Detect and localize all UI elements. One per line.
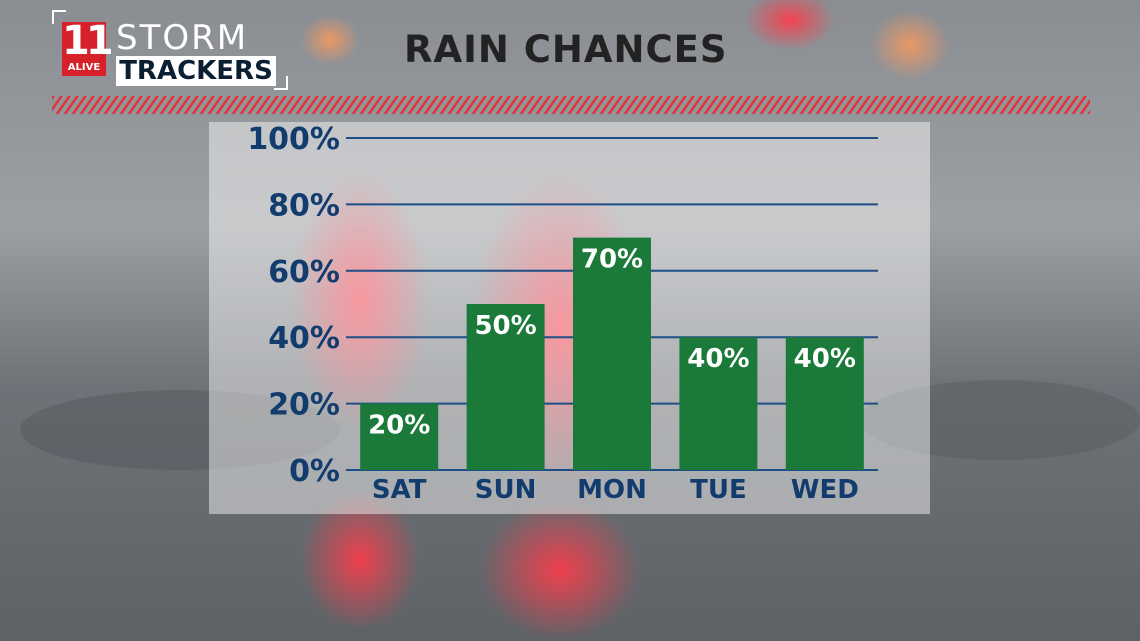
y-tick-label: 0%: [289, 454, 340, 489]
data-label: 40%: [794, 344, 856, 374]
data-label: 70%: [581, 245, 643, 275]
logo-corner-bottom-right: [274, 76, 288, 90]
bar-mon: [573, 237, 651, 470]
logo-station: ALIVE: [67, 62, 101, 73]
y-tick-label: 40%: [268, 321, 340, 356]
x-tick-label: SUN: [475, 475, 537, 505]
x-tick-label: TUE: [690, 475, 747, 505]
data-label: 50%: [474, 311, 536, 341]
bar-wed: [785, 337, 864, 470]
y-tick-label: 80%: [268, 188, 340, 223]
y-tick-label: 20%: [268, 388, 340, 423]
chart-title: RAIN CHANCES: [404, 28, 728, 71]
logo-red-box: [62, 22, 106, 76]
data-label: 20%: [368, 411, 430, 441]
logo-corner-top-left: [52, 10, 66, 24]
bar-sat: [360, 403, 439, 470]
logo-number: 11: [62, 18, 114, 64]
bar-tue: [679, 337, 758, 470]
x-tick-label: SAT: [372, 475, 427, 505]
x-tick-label: WED: [791, 475, 859, 505]
storm-trackers-logo: 11 ALIVE STORM TRACKERS: [52, 10, 288, 90]
x-tick-label: MON: [577, 475, 647, 505]
logo-line2: TRACKERS: [116, 56, 276, 86]
bar-sun: [466, 304, 545, 470]
red-hatch-divider: [52, 96, 1090, 114]
y-tick-label: 60%: [268, 255, 340, 290]
y-tick-label: 100%: [247, 122, 340, 157]
data-label: 40%: [687, 344, 749, 374]
logo-line1: STORM: [116, 18, 249, 58]
